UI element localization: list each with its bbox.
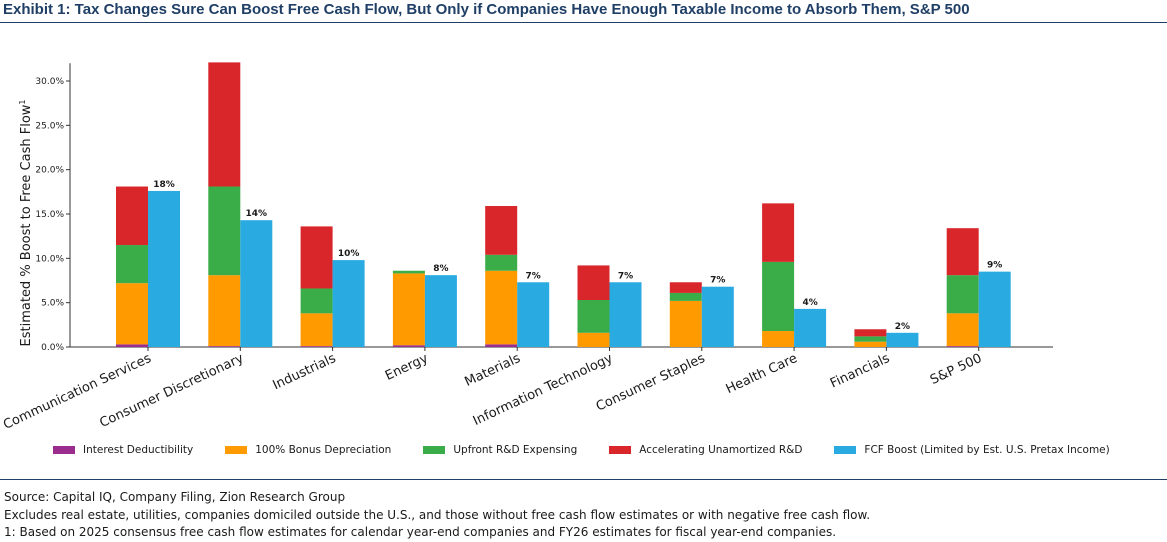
stacked-bar-segment	[577, 332, 610, 347]
x-tick-label: Communication Services	[1, 351, 154, 433]
stacked-bar-segment	[300, 313, 333, 347]
stacked-bar-segment	[854, 341, 887, 347]
stacked-bar-segment	[946, 275, 979, 314]
stacked-bar-segment	[946, 228, 979, 276]
chart-legend: Interest Deductibility 100% Bonus Depreci…	[53, 444, 1142, 456]
stacked-bar-segment	[392, 270, 425, 274]
stacked-bar-segment	[577, 300, 610, 333]
legend-item: Upfront R&D Expensing	[423, 444, 577, 456]
stacked-bar-segment	[854, 329, 887, 337]
stacked-bar-segment	[300, 226, 333, 289]
stacked-bar-segment	[116, 245, 148, 284]
stacked-bar-segment	[116, 344, 148, 347]
fcf-data-label: 7%	[526, 271, 541, 281]
notes-block: Source: Capital IQ, Company Filing, Zion…	[4, 489, 870, 542]
stacked-bar-segment	[669, 282, 702, 293]
fcf-bar	[701, 286, 734, 347]
fcf-bar	[240, 220, 273, 347]
legend-swatch	[609, 446, 632, 454]
fcf-data-label: 2%	[895, 322, 910, 332]
x-tick-label: Energy	[383, 351, 431, 384]
legend-label: 100% Bonus Depreciation	[255, 444, 392, 456]
stacked-bar-segment	[854, 336, 887, 342]
legend-swatch	[53, 446, 75, 454]
legend-label: Upfront R&D Expensing	[453, 444, 578, 456]
legend-item: 100% Bonus Depreciation	[225, 444, 391, 456]
y-tick-label: 30.0%	[35, 77, 64, 87]
stacked-bar-segment	[485, 206, 518, 255]
fcf-data-label: 7%	[618, 271, 633, 281]
fcf-bar	[794, 308, 827, 347]
title-rule	[0, 22, 1167, 23]
stacked-bar-segment	[669, 300, 702, 347]
stacked-bar-segment	[116, 186, 148, 246]
legend-item: FCF Boost (Limited by Est. U.S. Pretax I…	[834, 444, 1110, 456]
fcf-bar	[609, 282, 642, 347]
y-tick-label: 25.0%	[35, 121, 64, 131]
y-tick-label: 5.0%	[41, 299, 64, 309]
stacked-bar-segment	[300, 288, 333, 314]
fcf-bar	[332, 260, 365, 347]
legend-item: Interest Deductibility	[53, 444, 193, 456]
stacked-bar-segment	[762, 203, 795, 262]
fcf-data-label: 14%	[246, 209, 268, 219]
stacked-bar-segment	[392, 273, 425, 346]
fcf-data-label: 10%	[338, 249, 360, 259]
y-axis-title: Estimated % Boost to Free Cash Flow1	[18, 100, 34, 347]
exclusions-note: Excludes real estate, utilities, compani…	[4, 507, 871, 522]
fcf-bar	[978, 271, 1011, 347]
legend-label: Interest Deductibility	[83, 444, 194, 456]
legend-swatch	[423, 446, 446, 454]
y-tick-label: 0.0%	[41, 343, 64, 353]
stacked-bar-segment	[485, 270, 518, 345]
footnote: 1: Based on 2025 consensus free cash flo…	[4, 525, 837, 539]
y-tick-label: 10.0%	[35, 254, 64, 264]
x-tick-label: Financials	[828, 351, 892, 392]
fcf-bar	[886, 332, 919, 347]
fcf-data-label: 9%	[987, 261, 1002, 271]
stacked-bar-segment	[116, 283, 148, 345]
fcf-data-label: 8%	[433, 264, 448, 274]
stacked-bar-segment	[300, 346, 333, 347]
fcf-data-label: 4%	[802, 298, 817, 308]
fcf-data-label: 18%	[153, 180, 175, 190]
stacked-bar-segment	[946, 346, 979, 347]
notes-rule	[0, 479, 1167, 480]
stacked-bar-segment	[392, 345, 425, 347]
stacked-bar-segment	[485, 254, 518, 271]
bars-layer	[116, 62, 1011, 347]
stacked-bar-segment	[669, 292, 702, 301]
stacked-bar-segment	[577, 265, 610, 301]
y-tick-label: 20.0%	[35, 166, 64, 176]
x-tick-label: Health Care	[724, 351, 800, 397]
legend-item: Accelerating Unamortized R&D	[609, 444, 802, 456]
stacked-bar-segment	[208, 346, 241, 347]
fcf-bar	[148, 190, 180, 347]
stacked-bar-segment	[485, 344, 518, 347]
fcf-bar	[424, 275, 457, 347]
fcf-data-label: 7%	[710, 276, 725, 286]
stacked-bar-segment	[208, 275, 241, 347]
x-tick-label: Materials	[463, 351, 524, 390]
bar-chart: 0.0% 5.0% 10.0% 15.0% 20.0% 25.0% 30.0% 18% Com…	[1, 62, 1053, 433]
stacked-bar-segment	[762, 331, 795, 347]
fcf-bar	[517, 282, 550, 347]
stacked-bar-segment	[208, 186, 241, 276]
stacked-bar-segment	[946, 313, 979, 347]
y-tick-label: 15.0%	[35, 210, 64, 220]
x-tick-label: S&P 500	[928, 351, 984, 388]
source-note: Source: Capital IQ, Company Filing, Zion…	[4, 490, 346, 504]
stacked-bar-segment	[762, 261, 795, 332]
legend-swatch	[225, 446, 248, 454]
stacked-bar-segment	[208, 62, 241, 187]
x-tick-label: Industrials	[271, 351, 339, 393]
exhibit-title: Exhibit 1: Tax Changes Sure Can Boost Fr…	[3, 1, 970, 18]
legend-label: Accelerating Unamortized R&D	[639, 444, 803, 456]
legend-swatch	[834, 446, 857, 454]
legend-label: FCF Boost (Limited by Est. U.S. Pretax I…	[864, 444, 1110, 456]
